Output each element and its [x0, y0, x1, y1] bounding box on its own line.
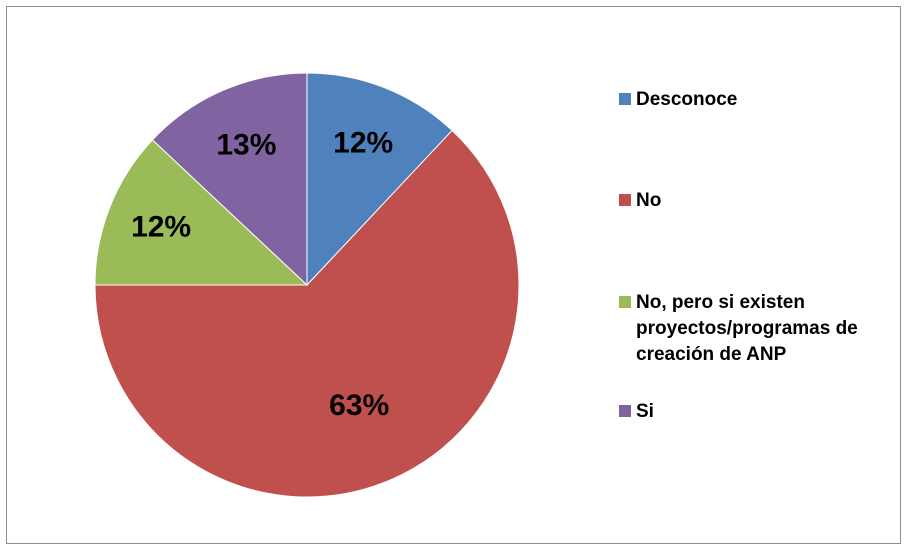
legend-entry-desconoce: Desconoce [619, 87, 901, 113]
pie-label-si: 13% [216, 128, 276, 161]
pie-slice-si [151, 72, 308, 287]
pie-label-no-pero-si: 12% [131, 211, 191, 244]
pie-slice-no-pero-si [94, 139, 309, 286]
legend-entry-si: Si [619, 399, 901, 425]
chart-frame: 12% 63% 12% 13% Desconoce No No, pero si ex… [6, 6, 901, 544]
pie-labels: 12% 63% 12% 13% [131, 127, 393, 423]
legend-entry-no: No [619, 188, 901, 214]
legend-label-no-pero-si: No, pero si existen proyectos/programas … [636, 292, 858, 365]
pie-slice-no [94, 129, 520, 498]
pie-slices [94, 72, 520, 498]
pie-chart: 12% 63% 12% 13% [94, 72, 520, 498]
legend-label-desconoce: Desconoce [636, 89, 738, 110]
legend-entry-no-pero-si: No, pero si existen proyectos/programas … [619, 290, 901, 368]
legend-swatch-no-pero-si [619, 296, 631, 308]
legend-label-si: Si [636, 401, 654, 422]
legend-swatch-desconoce [619, 93, 631, 105]
pie-slice-desconoce [306, 72, 453, 287]
legend-swatch-no [619, 194, 631, 206]
legend-label-no: No [636, 190, 662, 211]
pie-label-no: 63% [329, 389, 389, 422]
legend-swatch-si [619, 405, 631, 417]
pie-label-desconoce: 12% [333, 127, 393, 160]
